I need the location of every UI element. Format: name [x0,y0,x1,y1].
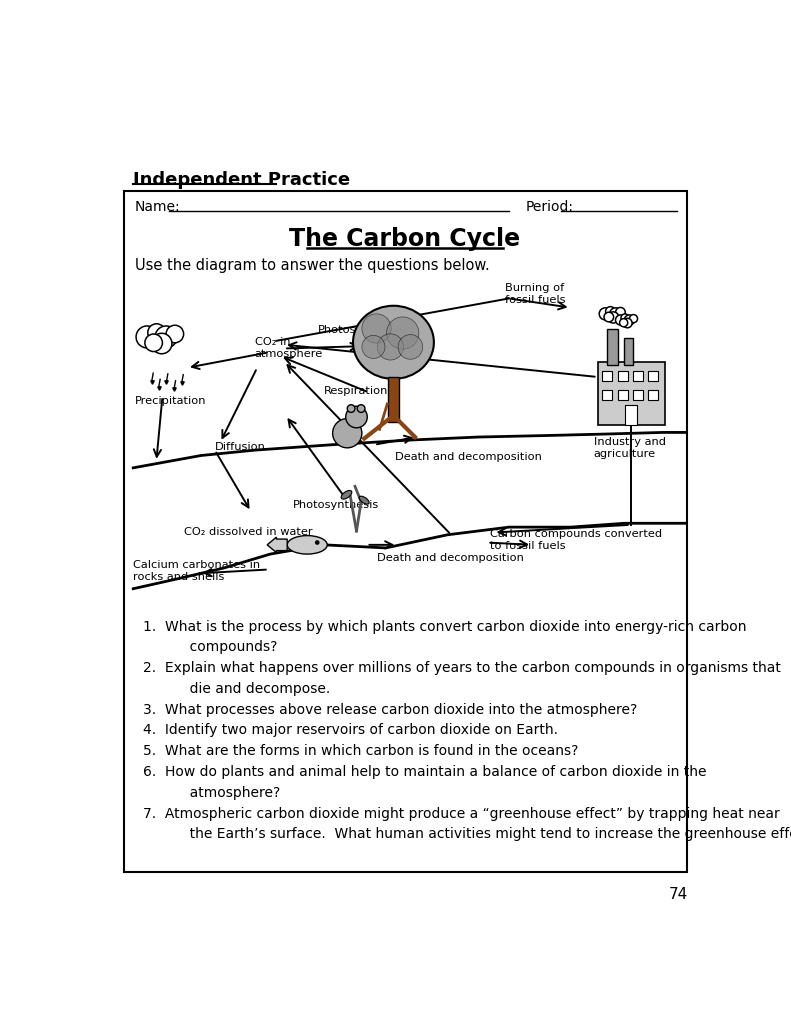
Circle shape [607,312,619,323]
Circle shape [155,326,177,348]
Text: 7.  Atmospheric carbon dioxide might produce a “greenhouse effect” by trapping h: 7. Atmospheric carbon dioxide might prod… [143,807,780,820]
Text: Carbon compounds converted
to fossil fuels: Carbon compounds converted to fossil fue… [490,529,662,551]
Bar [633,390,643,400]
Circle shape [148,324,165,341]
Bar [633,371,643,381]
Text: 5.  What are the forms in which carbon is found in the oceans?: 5. What are the forms in which carbon is… [143,744,578,758]
Circle shape [398,335,422,359]
Bar [625,406,637,425]
Text: the Earth’s surface.  What human activities might tend to increase the greenhous: the Earth’s surface. What human activiti… [159,827,791,842]
Circle shape [610,308,622,319]
Circle shape [623,318,632,328]
Text: CO₂ in
atmosphere: CO₂ in atmosphere [255,337,323,358]
Bar [602,371,612,381]
Ellipse shape [341,490,352,499]
Circle shape [346,407,367,428]
Bar [649,371,658,381]
Circle shape [358,404,365,413]
Text: Period:: Period: [526,200,574,214]
Text: 3.  What processes above release carbon dioxide into the atmosphere?: 3. What processes above release carbon d… [143,702,638,717]
Ellipse shape [287,536,327,554]
Text: 2.  Explain what happens over millions of years to the carbon compounds in organ: 2. Explain what happens over millions of… [143,662,781,675]
Circle shape [615,315,626,325]
Circle shape [621,314,629,322]
Bar [597,361,665,425]
Text: Photosynthesis: Photosynthesis [293,500,380,510]
Text: 6.  How do plants and animal help to maintain a balance of carbon dioxide in the: 6. How do plants and animal help to main… [143,765,706,779]
Text: The Carbon Cycle: The Carbon Cycle [290,227,520,251]
Circle shape [619,318,628,327]
Text: Burning of
fossil fuels: Burning of fossil fuels [505,283,566,305]
FancyBboxPatch shape [124,190,687,872]
Circle shape [606,306,615,316]
Circle shape [600,308,611,319]
Circle shape [624,315,634,325]
Ellipse shape [353,306,434,379]
Bar [649,390,658,400]
Text: 74: 74 [668,887,688,902]
Circle shape [630,314,638,323]
Bar [607,330,618,365]
Bar [388,377,399,422]
Text: compounds?: compounds? [159,640,277,654]
Circle shape [166,326,184,343]
Text: Industry and
agriculture: Industry and agriculture [594,437,666,459]
Ellipse shape [359,497,369,504]
Bar [602,390,612,400]
Text: Respiration: Respiration [324,386,388,396]
Text: Calcium carbonates in
rocks and shells: Calcium carbonates in rocks and shells [133,560,260,582]
Text: Use the diagram to answer the questions below.: Use the diagram to answer the questions … [134,258,490,272]
Circle shape [604,312,614,322]
Circle shape [387,316,419,349]
Text: Independent Practice: Independent Practice [133,171,350,188]
Bar [618,371,627,381]
Text: CO₂ dissolved in water: CO₂ dissolved in water [184,527,312,538]
Circle shape [315,541,320,545]
FancyArrow shape [267,538,287,553]
Circle shape [333,419,362,447]
Circle shape [145,334,162,351]
Circle shape [136,326,158,348]
Circle shape [362,336,385,358]
Text: Name:: Name: [134,200,180,214]
Text: Precipitation: Precipitation [134,396,206,407]
Bar [618,390,627,400]
Circle shape [347,404,355,413]
Bar [623,339,633,365]
Text: Death and decomposition: Death and decomposition [377,553,524,562]
Circle shape [151,333,172,353]
Text: 1.  What is the process by which plants convert carbon dioxide into energy-rich : 1. What is the process by which plants c… [143,620,747,634]
Text: Diffusion: Diffusion [215,442,266,453]
Text: atmosphere?: atmosphere? [159,785,280,800]
Text: 4.  Identify two major reservoirs of carbon dioxide on Earth.: 4. Identify two major reservoirs of carb… [143,724,558,737]
Circle shape [615,307,625,317]
Text: die and decompose.: die and decompose. [159,682,330,696]
Text: Death and decomposition: Death and decomposition [395,453,542,463]
Text: Photosynthesis: Photosynthesis [318,325,404,335]
Circle shape [377,334,403,360]
Circle shape [362,313,391,343]
